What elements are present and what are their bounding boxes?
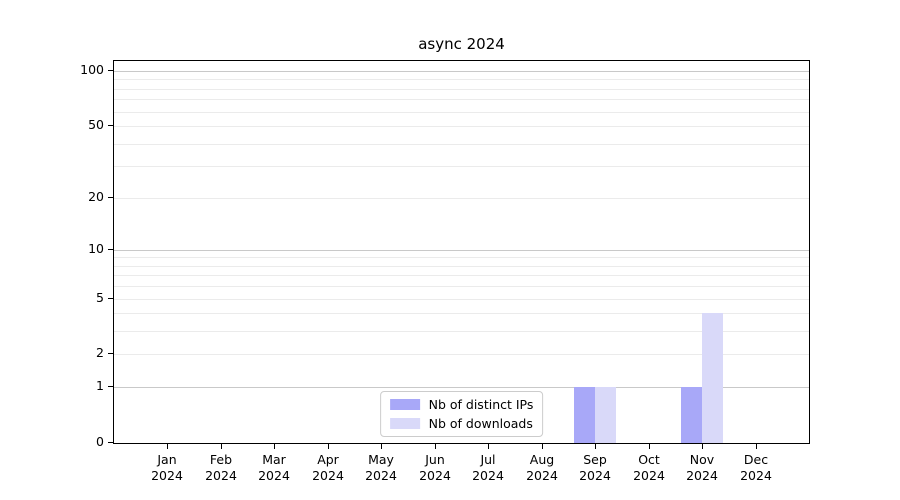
y-tick-label: 2 <box>96 345 104 360</box>
y-tick-label: 10 <box>88 241 104 256</box>
x-tick-label: Sep 2024 <box>579 452 611 483</box>
y-gridline-minor <box>114 166 809 168</box>
plot-area: Nb of distinct IPs Nb of downloads <box>113 60 810 444</box>
x-tick <box>167 444 168 449</box>
x-tick-label: May 2024 <box>365 452 397 483</box>
x-tick <box>488 444 489 449</box>
y-gridline-minor <box>114 99 809 101</box>
y-gridline-major <box>114 387 809 389</box>
x-tick-label: Dec 2024 <box>740 452 772 483</box>
y-tick-label: 1 <box>96 378 104 393</box>
y-gridline-minor <box>114 354 809 356</box>
x-tick <box>328 444 329 449</box>
bar-downloads <box>702 313 724 443</box>
bar-downloads <box>595 387 617 443</box>
x-tick <box>274 444 275 449</box>
y-gridline-minor <box>114 286 809 288</box>
y-tick-label: 100 <box>80 62 104 77</box>
legend: Nb of distinct IPs Nb of downloads <box>379 391 544 437</box>
y-tick <box>108 125 113 126</box>
y-gridline-minor <box>114 275 809 277</box>
y-gridline-minor <box>114 298 809 300</box>
y-tick <box>108 197 113 198</box>
y-tick-label: 5 <box>96 290 104 305</box>
y-gridline-minor <box>114 79 809 81</box>
chart-title: async 2024 <box>418 35 505 53</box>
y-gridline-minor <box>114 257 809 259</box>
x-tick <box>542 444 543 449</box>
legend-swatch <box>389 418 420 429</box>
x-tick <box>649 444 650 449</box>
x-tick <box>435 444 436 449</box>
x-tick-label: Jun 2024 <box>419 452 451 483</box>
y-gridline-minor <box>114 265 809 267</box>
x-tick-label: Aug 2024 <box>526 452 558 483</box>
x-tick <box>595 444 596 449</box>
legend-row: Nb of distinct IPs <box>389 397 534 412</box>
legend-label: Nb of downloads <box>428 416 533 431</box>
y-gridline-minor <box>114 125 809 127</box>
bar-distinct-ips <box>574 387 596 443</box>
x-tick <box>381 444 382 449</box>
x-tick-label: Apr 2024 <box>312 452 344 483</box>
x-tick <box>702 444 703 449</box>
y-tick-label: 0 <box>96 434 104 449</box>
legend-row: Nb of downloads <box>389 416 534 431</box>
y-tick <box>108 353 113 354</box>
x-tick <box>756 444 757 449</box>
y-tick-label: 20 <box>88 189 104 204</box>
y-tick <box>108 442 113 443</box>
y-gridline-minor <box>114 197 809 199</box>
y-gridline-minor <box>114 331 809 333</box>
x-tick-label: Nov 2024 <box>686 452 718 483</box>
x-tick-label: Jul 2024 <box>472 452 504 483</box>
y-gridline-minor <box>114 313 809 315</box>
y-gridline-major <box>114 70 809 72</box>
y-tick <box>108 298 113 299</box>
legend-swatch <box>389 399 420 410</box>
legend-label: Nb of distinct IPs <box>428 397 534 412</box>
y-gridline-minor <box>114 111 809 113</box>
x-tick <box>221 444 222 449</box>
y-tick <box>108 70 113 71</box>
y-tick-label: 50 <box>88 117 104 132</box>
y-gridline-major <box>114 249 809 251</box>
x-tick-label: Oct 2024 <box>633 452 665 483</box>
y-gridline-minor <box>114 88 809 90</box>
bar-distinct-ips <box>681 387 703 443</box>
x-tick-label: Feb 2024 <box>205 452 237 483</box>
x-tick-label: Mar 2024 <box>258 452 290 483</box>
y-gridline-minor <box>114 143 809 145</box>
y-tick <box>108 249 113 250</box>
x-tick-label: Jan 2024 <box>151 452 183 483</box>
y-tick <box>108 386 113 387</box>
